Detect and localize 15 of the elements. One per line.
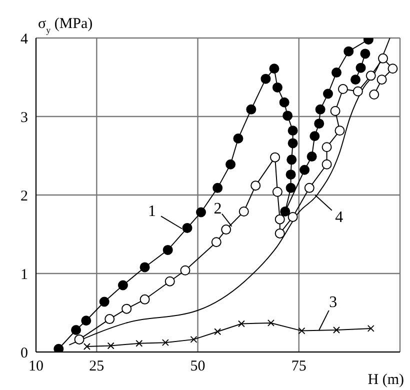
y-axis-title: σ$_{y}$ (MPa) — [38, 16, 93, 35]
y-tick-label: 0 — [20, 345, 28, 362]
y-tick-label: 1 — [20, 266, 28, 283]
x-tick-label: 10 — [28, 358, 44, 375]
x-tick-label: 75 — [291, 358, 306, 375]
annotation: 3 — [329, 294, 338, 312]
y-tick-label: 2 — [20, 188, 28, 204]
y-tick-label: 4 — [20, 31, 28, 48]
y-tick-label: 3 — [20, 110, 28, 126]
x-tick-label: 25 — [89, 358, 104, 375]
x-tick-label: 50 — [190, 358, 206, 375]
annotation: 4 — [335, 209, 344, 226]
x-axis-title: H (m) — [368, 372, 404, 388]
annotation: 2 — [214, 200, 222, 218]
annotation: 1 — [148, 202, 156, 220]
